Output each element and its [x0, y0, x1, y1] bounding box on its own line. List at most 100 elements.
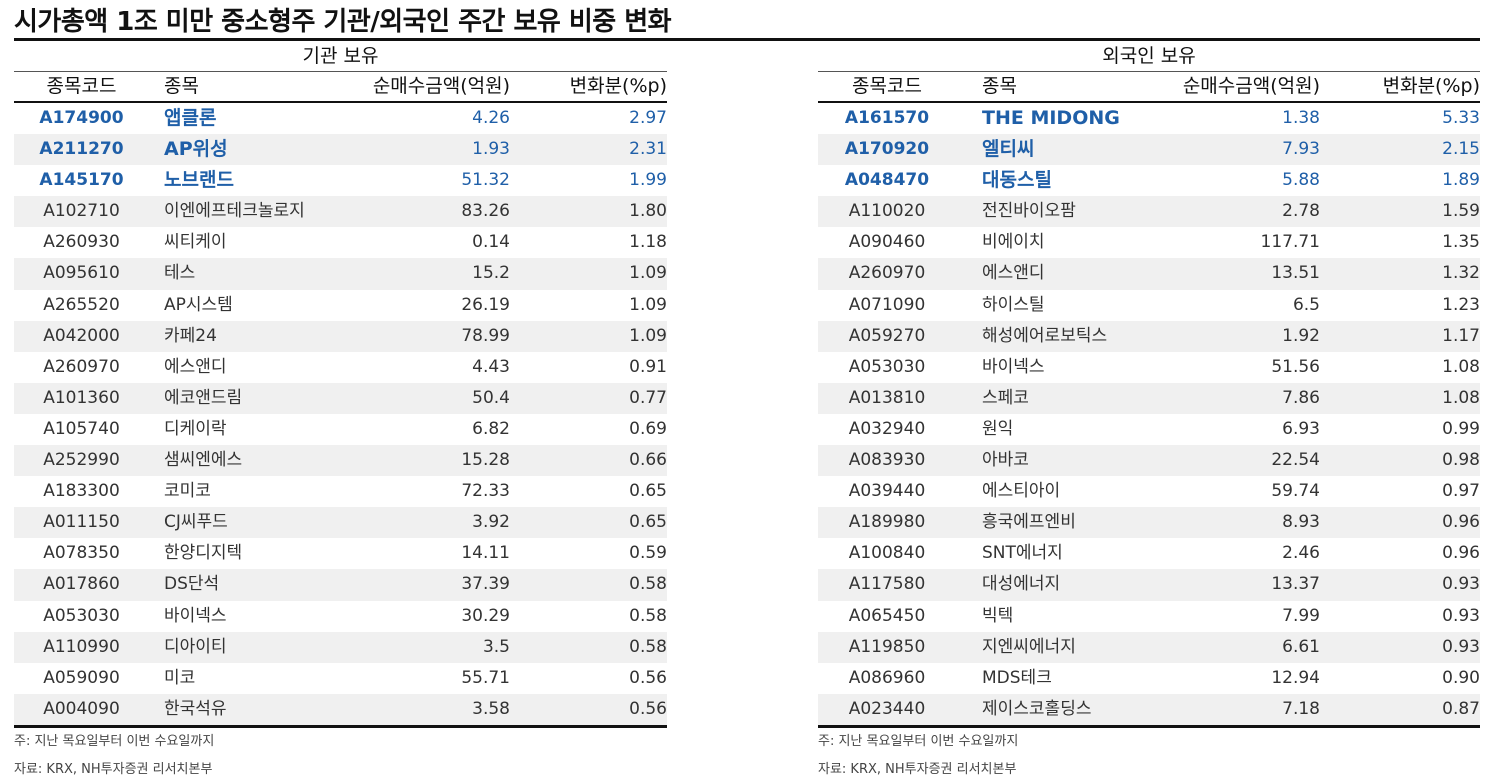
- table-row: A161570 THE MIDONG 1.38 5.33: [818, 103, 1480, 134]
- net-buy-amount-cell: 55.71: [461, 667, 510, 688]
- foreign-table-body: A161570 THE MIDONG 1.38 5.33 A170920 엘티씨 7.93 2…: [818, 103, 1480, 725]
- stock-code-cell: A117580: [848, 574, 926, 595]
- holding-change-cell: 1.08: [1442, 356, 1480, 377]
- net-buy-amount-cell: 117.71: [1260, 232, 1320, 253]
- net-buy-amount-cell: 12.94: [1271, 667, 1320, 688]
- holding-change-cell: 1.23: [1442, 294, 1480, 315]
- header-amount: 순매수금액(억원): [1182, 75, 1320, 97]
- net-buy-amount-cell: 13.51: [1271, 263, 1320, 284]
- stock-code-cell: A100840: [848, 543, 926, 564]
- holding-change-cell: 0.93: [1442, 636, 1480, 657]
- title-underline: [14, 38, 1480, 41]
- stock-code-cell: A145170: [39, 170, 124, 191]
- holding-change-cell: 0.69: [629, 418, 667, 439]
- net-buy-amount-cell: 37.39: [461, 574, 510, 595]
- net-buy-amount-cell: 15.2: [472, 263, 510, 284]
- stock-code-cell: A095610: [43, 263, 120, 284]
- institution-note: 주: 지난 목요일부터 이번 수요일까지: [14, 733, 215, 749]
- stock-name-cell: 코미코: [164, 481, 211, 502]
- header-code: 종목코드: [46, 75, 117, 97]
- stock-name-cell: 스페코: [982, 387, 1029, 408]
- foreign-panel-title: 외국인 보유: [1102, 45, 1196, 67]
- table-row: A048470 대동스틸 5.88 1.89: [818, 165, 1480, 196]
- stock-code-cell: A211270: [39, 139, 124, 160]
- institution-panel: 기관 보유 종목코드 종목 순매수금액(억원) 변화분(%p) A174900 앱…: [14, 41, 667, 781]
- table-row: A260930 씨티케이 0.14 1.18: [14, 227, 667, 258]
- stock-code-cell: A048470: [844, 170, 930, 191]
- holding-change-cell: 1.09: [629, 325, 667, 346]
- table-row: A053030 바이넥스 51.56 1.08: [818, 352, 1480, 383]
- institution-header-row: 종목코드 종목 순매수금액(억원) 변화분(%p): [14, 71, 667, 103]
- net-buy-amount-cell: 13.37: [1271, 574, 1320, 595]
- table-row: A032940 원익 6.93 0.99: [818, 414, 1480, 445]
- net-buy-amount-cell: 7.18: [1282, 698, 1320, 719]
- stock-code-cell: A174900: [39, 108, 124, 128]
- stock-code-cell: A189980: [848, 512, 926, 533]
- holding-change-cell: 1.09: [629, 263, 667, 284]
- holding-change-cell: 0.91: [629, 356, 667, 377]
- stock-code-cell: A260970: [848, 263, 926, 284]
- holding-change-cell: 0.58: [629, 574, 667, 595]
- stock-code-cell: A053030: [848, 356, 926, 377]
- stock-name-cell: 대동스틸: [982, 169, 1052, 192]
- table-row: A071090 하이스틸 6.5 1.23: [818, 290, 1480, 321]
- header-amount: 순매수금액(억원): [372, 75, 510, 97]
- stock-code-cell: A110020: [848, 201, 926, 222]
- stock-name-cell: 빅텍: [982, 605, 1014, 626]
- holding-change-cell: 0.97: [1442, 481, 1480, 502]
- header-name: 종목: [164, 75, 199, 97]
- net-buy-amount-cell: 6.82: [472, 418, 510, 439]
- table-row: A065450 빅텍 7.99 0.93: [818, 601, 1480, 632]
- net-buy-amount-cell: 8.93: [1282, 512, 1320, 533]
- holding-change-cell: 0.65: [629, 481, 667, 502]
- net-buy-amount-cell: 3.5: [482, 636, 510, 657]
- stock-name-cell: 비에이치: [982, 232, 1045, 253]
- stock-code-cell: A105740: [43, 418, 120, 439]
- holding-change-cell: 1.18: [629, 232, 667, 253]
- institution-table-bottom-rule: [14, 724, 667, 728]
- net-buy-amount-cell: 5.88: [1282, 170, 1320, 191]
- stock-name-cell: AP위성: [164, 138, 228, 161]
- stock-code-cell: A039440: [848, 481, 926, 502]
- stock-name-cell: MDS테크: [982, 667, 1052, 688]
- net-buy-amount-cell: 1.92: [1282, 325, 1320, 346]
- holding-change-cell: 1.35: [1442, 232, 1480, 253]
- net-buy-amount-cell: 4.43: [472, 356, 510, 377]
- stock-name-cell: 에스앤디: [982, 263, 1045, 284]
- stock-name-cell: 한국석유: [164, 698, 227, 719]
- table-row: A013810 스페코 7.86 1.08: [818, 382, 1480, 414]
- holding-change-cell: 2.15: [1442, 139, 1480, 160]
- table-row: A170920 엘티씨 7.93 2.15: [818, 134, 1480, 166]
- net-buy-amount-cell: 0.14: [472, 232, 510, 253]
- table-row: A083930 아바코 22.54 0.98: [818, 445, 1480, 477]
- stock-name-cell: 한양디지텍: [164, 543, 243, 564]
- net-buy-amount-cell: 14.11: [461, 543, 510, 564]
- holding-change-cell: 0.98: [1442, 450, 1480, 471]
- net-buy-amount-cell: 51.32: [461, 170, 510, 191]
- stock-name-cell: 엘티씨: [982, 138, 1035, 161]
- net-buy-amount-cell: 7.86: [1282, 387, 1320, 408]
- stock-name-cell: 하이스틸: [982, 294, 1045, 315]
- table-row: A211270 AP위성 1.93 2.31: [14, 134, 667, 166]
- holding-change-cell: 0.93: [1442, 574, 1480, 595]
- table-row: A174900 앱클론 4.26 2.97: [14, 103, 667, 134]
- stock-code-cell: A119850: [848, 636, 926, 657]
- net-buy-amount-cell: 51.56: [1271, 356, 1320, 377]
- holding-change-cell: 0.66: [629, 450, 667, 471]
- stock-code-cell: A102710: [43, 201, 120, 222]
- stock-name-cell: 해성에어로보틱스: [982, 325, 1108, 346]
- stock-code-cell: A170920: [844, 139, 930, 160]
- stock-code-cell: A183300: [43, 481, 120, 502]
- table-row: A011150 CJ씨푸드 3.92 0.65: [14, 507, 667, 539]
- stock-name-cell: CJ씨푸드: [164, 512, 228, 533]
- net-buy-amount-cell: 4.26: [472, 108, 510, 128]
- holding-change-cell: 0.58: [629, 636, 667, 657]
- holding-change-cell: 1.17: [1442, 325, 1480, 346]
- net-buy-amount-cell: 50.4: [472, 387, 510, 408]
- stock-name-cell: 바이넥스: [982, 356, 1045, 377]
- table-row: A053030 바이넥스 30.29 0.58: [14, 601, 667, 632]
- holding-change-cell: 2.31: [629, 139, 667, 160]
- holding-change-cell: 0.77: [629, 387, 667, 408]
- net-buy-amount-cell: 59.74: [1271, 481, 1320, 502]
- net-buy-amount-cell: 72.33: [461, 481, 510, 502]
